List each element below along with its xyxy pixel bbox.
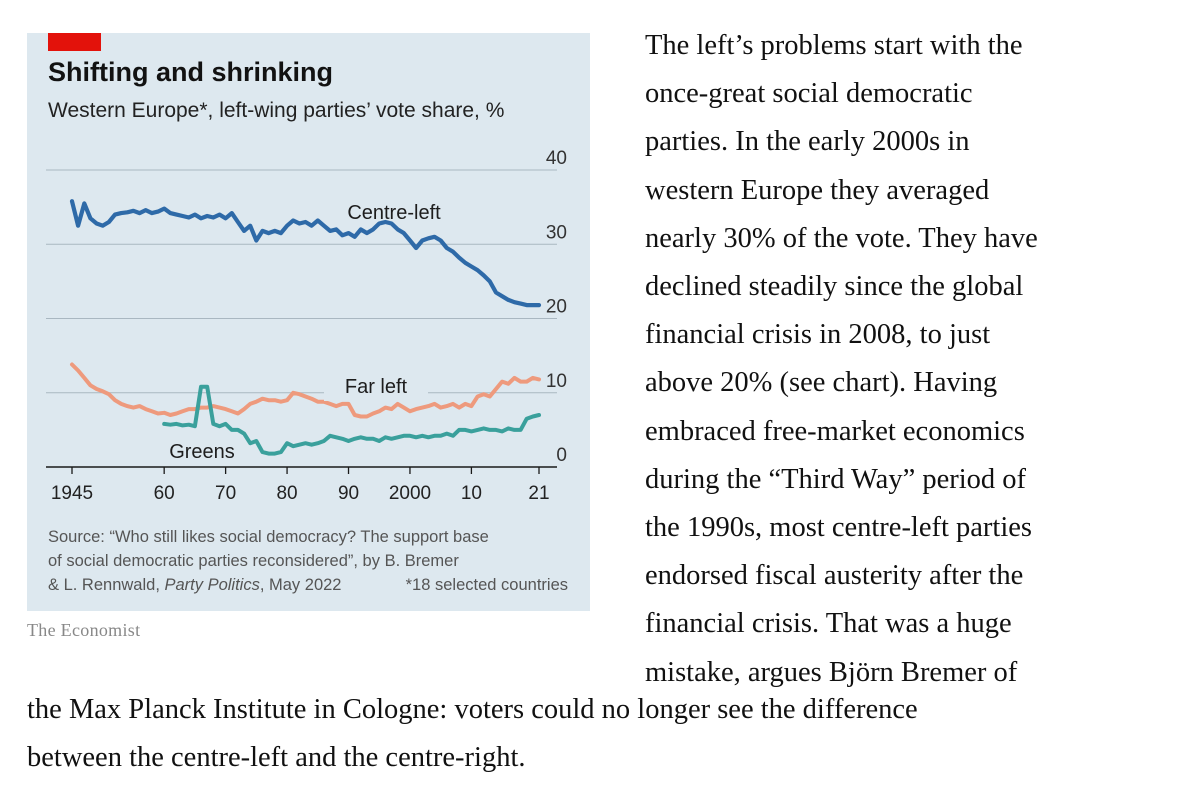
article-right-line-12: endorsed fiscal austerity after the [645, 560, 1024, 592]
article-right-line-11: the 1990s, most centre-left parties [645, 512, 1033, 544]
x-tick-label-1945: 1945 [51, 483, 93, 504]
article-right-line-13: financial crisis. That was a huge [645, 608, 1012, 640]
x-tick-label-1980: 80 [276, 483, 297, 504]
chart-title: Shifting and shrinking [48, 57, 333, 87]
line-chart: 0 10 20 30 40 1945 60 70 80 90 2000 10 21 Centre-left… [46, 148, 567, 504]
x-tick-label-1970: 70 [215, 483, 236, 504]
series-line-far-left [70, 362, 541, 419]
economist-red-tag [48, 33, 101, 51]
publisher-credit: The Economist [27, 620, 141, 640]
y-tick-label-30: 30 [546, 222, 567, 243]
chart-source: Source: “Who still likes social democrac… [48, 525, 578, 597]
article-text-right: The left’s problems start with the once-g… [645, 22, 1185, 697]
source-line-3: & L. Rennwald, Party Politics, May 2022 *… [48, 573, 578, 597]
article-right-line-10: during the “Third Way” period of [645, 463, 1027, 495]
series-line-greens [162, 384, 541, 456]
article-text-bottom: the Max Planck Institute in Cologne: vot… [27, 686, 1192, 782]
series-label-greens: Greens [169, 441, 235, 463]
x-tick-label-2000: 2000 [389, 483, 431, 504]
article-bottom-line-2: between the centre-left and the centre-r… [27, 742, 526, 774]
x-tick-label-2010: 10 [461, 483, 482, 504]
series-label-centre-left: Centre-left [347, 202, 441, 224]
source-authors: & L. Rennwald, [48, 576, 165, 594]
article-right-line-4: western Europe they averaged [645, 174, 990, 206]
y-tick-label-20: 20 [546, 297, 567, 318]
article-bottom-line-1: the Max Planck Institute in Cologne: vot… [27, 694, 918, 725]
y-tick-label-40: 40 [546, 148, 567, 169]
chart-panel: Shifting and shrinking Western Europe*, … [27, 33, 590, 611]
source-date: , May 2022 [259, 576, 342, 594]
article-right-line-9: embraced free-market economics [645, 415, 1025, 447]
footnote: *18 selected countries [405, 576, 568, 594]
y-tick-label-10: 10 [546, 371, 567, 392]
x-tick-label-1960: 60 [154, 483, 175, 504]
chart-subtitle: Western Europe*, left-wing parties’ vote… [48, 99, 505, 122]
article-right-line-5: nearly 30% of the vote. They have [645, 222, 1038, 254]
series-label-far-left: Far left [345, 376, 408, 398]
article-right-line-1: The left’s problems start with the [645, 30, 1023, 61]
source-publication: Party Politics [164, 576, 260, 594]
article-right-line-2: once-great social democratic [645, 78, 973, 110]
article-right-line-6: declined steadily since the global [645, 271, 1024, 303]
article-right-line-14: mistake, argues Björn Bremer of [645, 656, 1018, 688]
article-right-line-8: above 20% (see chart). Having [645, 367, 998, 399]
y-tick-label-0: 0 [556, 445, 567, 466]
series-line-centre-left [69, 199, 542, 308]
x-tick-label-2021: 21 [528, 483, 549, 504]
article-right-line-3: parties. In the early 2000s in [645, 126, 970, 158]
article-right-line-7: financial crisis in 2008, to just [645, 319, 991, 351]
source-line-2: of social democratic parties reconsidere… [48, 552, 459, 570]
x-tick-label-1990: 90 [338, 483, 359, 504]
source-line-1: Source: “Who still likes social democrac… [48, 528, 489, 546]
series-label-bg-1 [324, 373, 428, 401]
